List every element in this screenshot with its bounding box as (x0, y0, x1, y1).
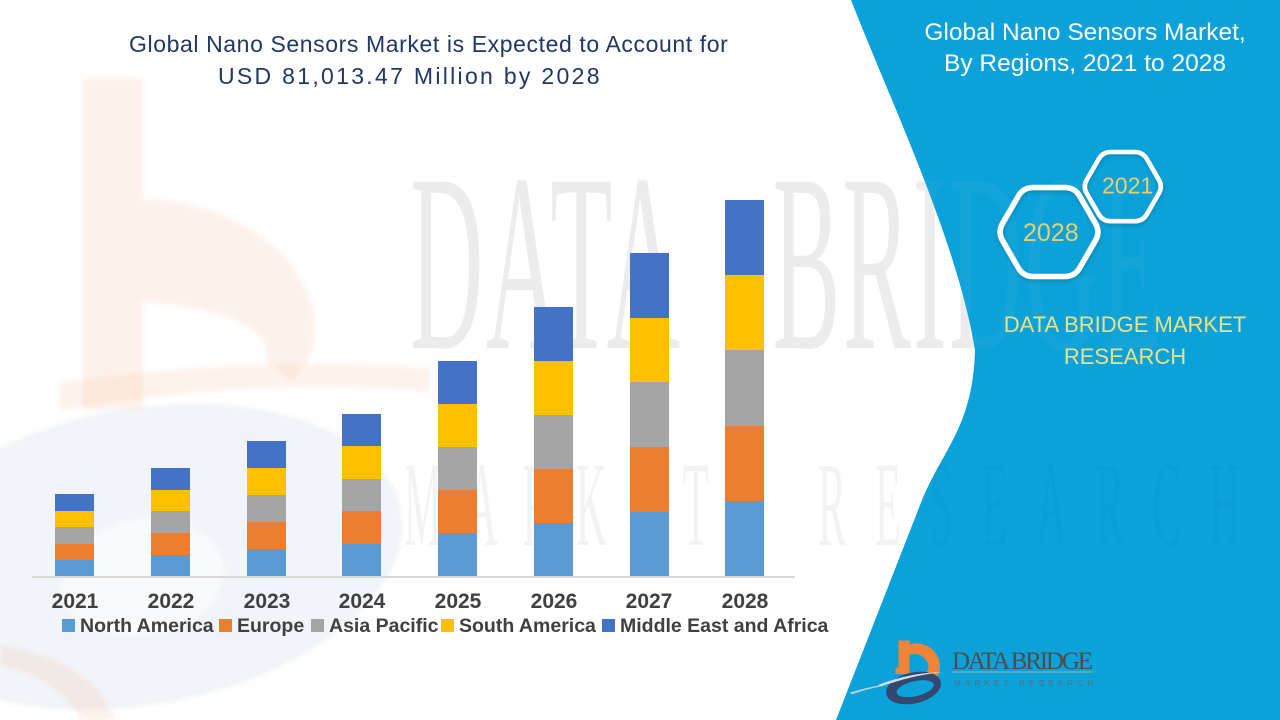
svg-text:MARKET: MARKET (404, 437, 734, 572)
svg-text:RESEARCH: RESEARCH (818, 437, 1269, 572)
svg-text:MARKET RESEARCH: MARKET RESEARCH (954, 679, 1097, 688)
svg-text:2028: 2028 (1023, 219, 1079, 247)
svg-text:DATA BRIDGE: DATA BRIDGE (952, 648, 1093, 675)
svg-text:2021: 2021 (1102, 172, 1153, 198)
